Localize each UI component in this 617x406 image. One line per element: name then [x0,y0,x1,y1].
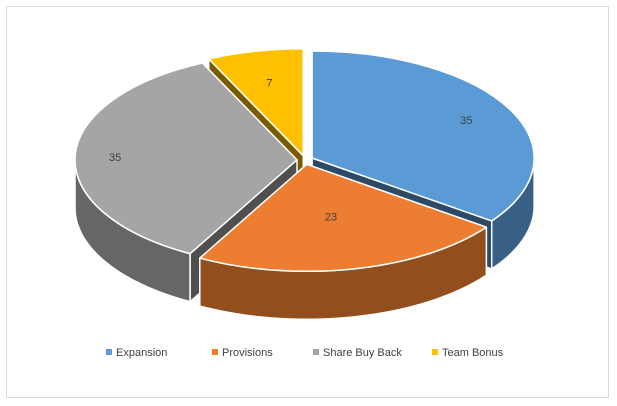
legend-swatch-share-buy-back [313,349,319,355]
legend-label-team-bonus: Team Bonus [442,347,504,359]
data-label-share-buy-back: 35 [109,152,121,164]
slice-share-buy-back[interactable] [74,62,298,255]
legend-label-share-buy-back: Share Buy Back [323,347,402,359]
legend-swatch-team-bonus [432,349,438,355]
slice-provisions[interactable] [199,163,488,273]
pie-slices [74,47,535,273]
data-labels: 35 23 35 7 [109,78,473,224]
slice-team-bonus[interactable] [207,47,305,157]
legend-label-provisions: Provisions [222,347,273,359]
legend: Expansion Provisions Share Buy Back Team… [106,347,504,359]
data-label-expansion: 35 [460,115,472,127]
legend-swatch-expansion [106,349,112,355]
data-label-provisions: 23 [325,212,337,224]
legend-label-expansion: Expansion [116,347,167,359]
slice-expansion[interactable] [311,50,535,222]
legend-swatch-provisions [212,349,218,355]
data-label-team-bonus: 7 [266,78,272,90]
